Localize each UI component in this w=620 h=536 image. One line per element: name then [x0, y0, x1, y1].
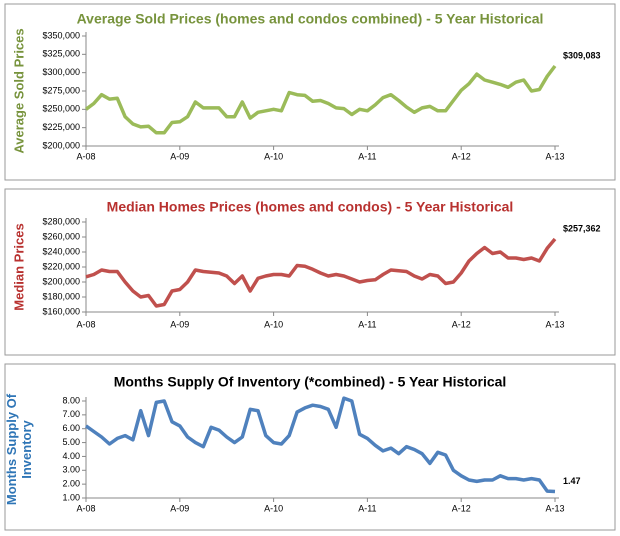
- y-tick-label: 6.00: [62, 423, 80, 433]
- data-line: [84, 64, 557, 135]
- data-line: [84, 396, 556, 494]
- y-tick-label: $350,000: [42, 30, 80, 40]
- y-tick-label: $200,000: [42, 140, 80, 150]
- y-tick-label: 2.00: [62, 479, 80, 489]
- panel-frame: [4, 363, 616, 531]
- y-tick-label: $280,000: [42, 216, 80, 226]
- x-tick-label: A-12: [452, 503, 471, 513]
- x-tick-label: A-10: [264, 503, 283, 513]
- x-tick-label: A-12: [452, 151, 471, 161]
- end-value-label: $309,083: [563, 50, 601, 60]
- y-tick-label: 5.00: [62, 437, 80, 447]
- x-tick-label: A-08: [76, 319, 95, 329]
- chart-title: Months Supply Of Inventory (*combined) -…: [114, 374, 507, 390]
- y-tick-label: 4.00: [62, 451, 80, 461]
- y-tick-label: $240,000: [42, 246, 80, 256]
- x-tick-label: A-10: [264, 151, 283, 161]
- y-tick-label: $160,000: [42, 306, 80, 316]
- y-tick-label: $260,000: [42, 231, 80, 241]
- y-axis-title: Months Supply Of: [4, 393, 19, 505]
- y-tick-label: $180,000: [42, 291, 80, 301]
- y-axis-title: Median Prices: [11, 223, 26, 310]
- end-value-label: 1.47: [563, 476, 581, 486]
- x-tick-label: A-13: [545, 503, 564, 513]
- y-tick-label: $220,000: [42, 261, 80, 271]
- y-tick-label: $300,000: [42, 67, 80, 77]
- x-tick-label: A-09: [170, 151, 189, 161]
- data-line: [85, 237, 557, 308]
- y-axis-title: Inventory: [19, 419, 34, 478]
- x-tick-label: A-11: [358, 151, 376, 161]
- y-tick-label: $225,000: [42, 122, 80, 132]
- x-tick-label: A-09: [170, 503, 189, 513]
- y-tick-label: 3.00: [62, 465, 80, 475]
- y-tick-label: $250,000: [42, 104, 80, 114]
- panel-frame: [4, 3, 616, 181]
- x-tick-label: A-09: [170, 319, 189, 329]
- end-value-label: $257,362: [563, 223, 601, 233]
- chart-title: Average Sold Prices (homes and condos co…: [77, 11, 544, 27]
- x-tick-label: A-08: [76, 151, 95, 161]
- x-tick-label: A-08: [76, 503, 95, 513]
- x-tick-label: A-10: [264, 319, 283, 329]
- y-tick-label: $325,000: [42, 49, 80, 59]
- y-axis-title: Average Sold Prices: [11, 28, 26, 153]
- x-tick-label: A-11: [358, 503, 376, 513]
- y-tick-label: 1.00: [62, 492, 80, 502]
- x-tick-label: A-13: [545, 151, 564, 161]
- y-tick-label: $200,000: [42, 276, 80, 286]
- y-tick-label: $275,000: [42, 85, 80, 95]
- y-tick-label: 7.00: [62, 409, 80, 419]
- x-tick-label: A-12: [452, 319, 471, 329]
- x-tick-label: A-11: [358, 319, 376, 329]
- chart-title: Median Homes Prices (homes and condos) -…: [107, 199, 514, 215]
- y-tick-label: 8.00: [62, 395, 80, 405]
- x-tick-label: A-13: [545, 319, 564, 329]
